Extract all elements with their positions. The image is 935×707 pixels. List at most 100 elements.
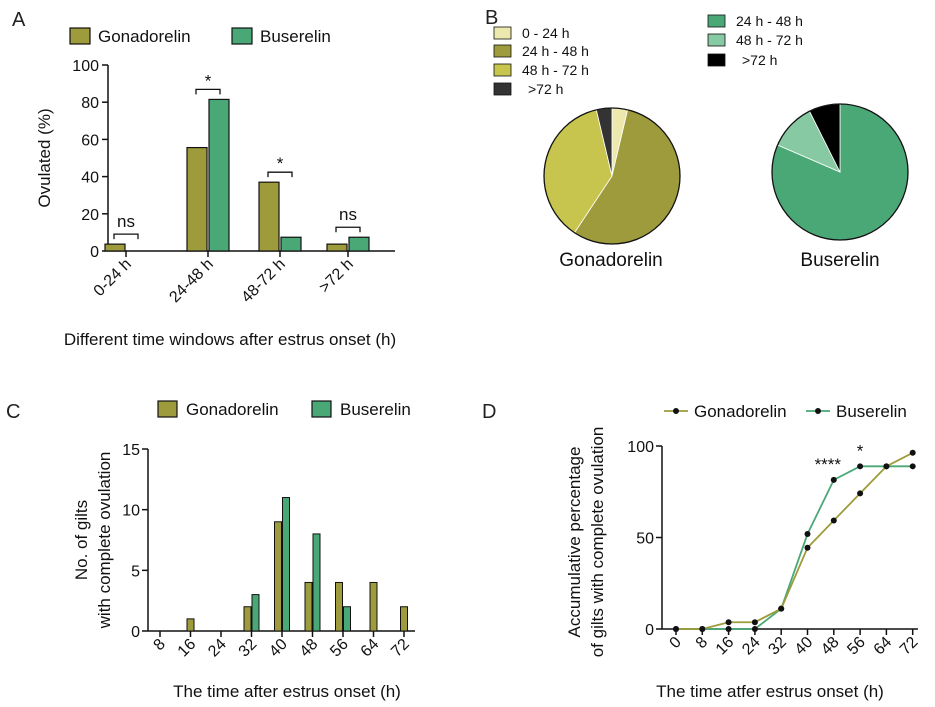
data-point-buserelin <box>725 626 732 632</box>
legend-swatch <box>493 26 512 40</box>
bar-gonadorelin <box>274 521 282 632</box>
panel-letter-a: A <box>12 9 26 31</box>
x-axis-title: The time after estrus onset (h) <box>173 682 401 701</box>
panel-letter-b: B <box>485 7 498 29</box>
data-point-gonadorelin <box>857 490 864 497</box>
bar-gonadorelin <box>400 606 408 632</box>
series-line-buserelin <box>676 465 913 630</box>
bar-gonadorelin <box>104 243 126 252</box>
y-tick-label: 100 <box>72 58 99 75</box>
significance-label: **** <box>815 455 842 474</box>
panel-letter-d: D <box>482 401 496 423</box>
y-axis-title-line-2: with complete ovulation <box>95 452 114 630</box>
data-point-buserelin <box>857 463 864 470</box>
data-point-gonadorelin <box>699 626 706 632</box>
x-tick-label: 64 <box>358 636 383 661</box>
legend-label: >72 h <box>742 52 777 68</box>
significance-label: ns <box>339 205 357 224</box>
legend-marker <box>673 408 679 414</box>
bar-buserelin <box>282 497 290 632</box>
significance-bracket <box>195 88 221 95</box>
y-tick-label: 100 <box>627 439 654 456</box>
significance-label: * <box>205 71 212 90</box>
panel-letter-c: C <box>6 401 20 423</box>
y-axis-title-line-1: No. of gilts <box>72 500 91 580</box>
y-axis-title: Ovulated (%) <box>35 108 54 207</box>
y-tick-label: 15 <box>122 442 140 459</box>
y-tick-label: 60 <box>81 132 99 149</box>
bar-gonadorelin <box>369 581 378 632</box>
y-tick-label: 0 <box>90 244 99 261</box>
x-tick-label: 72 <box>388 636 413 661</box>
legend-swatch-gonadorelin <box>69 27 91 45</box>
x-tick-label: 8 <box>151 636 169 654</box>
y-tick-label: 40 <box>81 170 99 187</box>
legend-marker <box>815 408 821 414</box>
bar-gonadorelin <box>186 618 195 632</box>
data-point-buserelin <box>751 626 758 632</box>
panel-a-bar-chart: 0 20 40 60 80 100 0-24 h ns 24-48 h * 48-72 h * >72 … <box>35 27 396 349</box>
bar-gonadorelin <box>304 581 313 632</box>
data-point-gonadorelin <box>804 544 811 551</box>
y-tick-label: 50 <box>636 531 654 548</box>
significance-label: * <box>277 154 284 173</box>
x-tick-label: 40 <box>266 636 291 661</box>
y-tick-label: 20 <box>81 207 99 224</box>
x-tick-label: 24 <box>205 636 230 661</box>
x-tick-label: 56 <box>327 636 352 661</box>
data-point-gonadorelin <box>883 463 890 470</box>
y-axis-title-line-1: Accumulative percentage <box>565 447 584 638</box>
data-point-buserelin <box>804 531 811 538</box>
bar-buserelin <box>251 594 260 632</box>
legend-swatch-buserelin <box>311 400 332 418</box>
x-tick-label: 56 <box>844 634 869 659</box>
pie-title-buserelin: Buserelin <box>800 250 879 271</box>
legend-label: 48 h - 72 h <box>736 32 803 48</box>
data-point-gonadorelin <box>909 449 916 456</box>
bar-buserelin <box>348 236 370 252</box>
legend-label: 24 h - 48 h <box>736 13 803 29</box>
y-tick-label: 10 <box>122 503 140 520</box>
significance-label: ns <box>117 212 135 231</box>
x-axis-title: Different time windows after estrus onse… <box>64 330 396 349</box>
legend-swatch <box>707 53 726 67</box>
legend-swatch <box>493 63 512 77</box>
legend-label: >72 h <box>528 81 563 97</box>
legend-swatch-buserelin <box>231 27 253 45</box>
legend-swatch <box>707 14 726 28</box>
legend-label: 24 h - 48 h <box>522 43 589 59</box>
pie-title-gonadorelin: Gonadorelin <box>559 250 663 271</box>
x-tick-label: 64 <box>871 634 896 659</box>
legend-swatch-gonadorelin <box>157 400 178 418</box>
legend-label: Gonadorelin <box>694 402 787 421</box>
data-point-buserelin <box>830 476 837 483</box>
x-tick-label: 16 <box>713 634 738 659</box>
legend-label: Buserelin <box>836 402 907 421</box>
legend-label: Gonadorelin <box>186 400 279 419</box>
x-tick-label: 32 <box>236 636 261 661</box>
pie-outline <box>771 103 909 241</box>
bar-gonadorelin <box>186 146 208 252</box>
legend-label: Buserelin <box>260 27 331 46</box>
data-point-buserelin <box>909 463 916 470</box>
y-tick-label: 80 <box>81 95 99 112</box>
x-tick-label: >72 h <box>316 256 357 297</box>
bar-buserelin <box>280 236 302 252</box>
significance-bracket <box>113 233 139 240</box>
legend-label: 0 - 24 h <box>522 25 569 41</box>
x-tick-label: 48 <box>818 634 843 659</box>
x-tick-label: 48 <box>297 636 322 661</box>
bar-gonadorelin <box>335 581 343 632</box>
y-tick-label: 5 <box>131 563 140 580</box>
data-point-gonadorelin <box>673 626 679 632</box>
x-axis-title: The time atfer estrus onset (h) <box>656 682 884 701</box>
bar-gonadorelin <box>326 243 348 252</box>
legend-swatch <box>493 82 512 96</box>
x-tick-label: 16 <box>175 636 200 661</box>
series-line-gonadorelin <box>676 451 914 630</box>
bar-gonadorelin <box>243 606 252 632</box>
x-tick-label: 8 <box>693 634 711 652</box>
significance-bracket <box>335 226 361 233</box>
